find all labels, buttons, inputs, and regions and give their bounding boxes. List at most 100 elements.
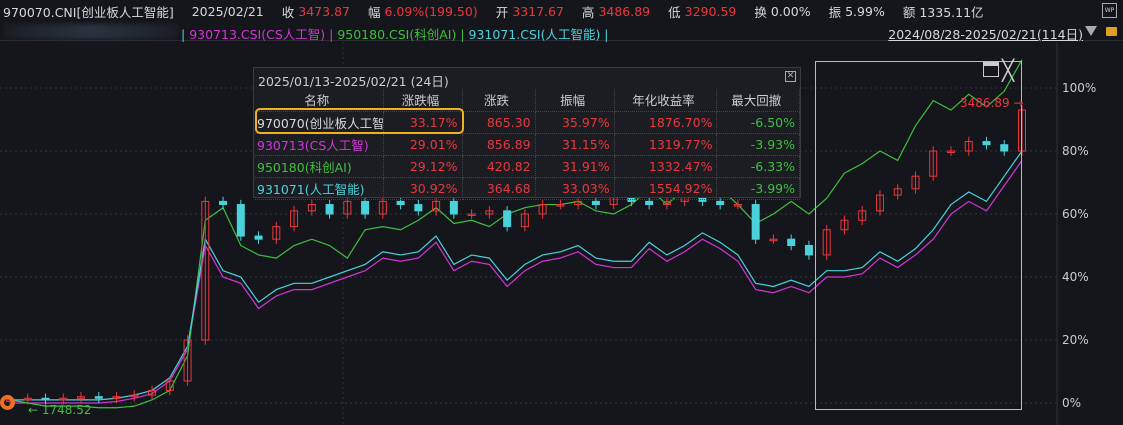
col-name: 名称 — [255, 89, 384, 112]
cell: 865.30 — [462, 111, 536, 134]
candle — [787, 238, 796, 246]
candle — [982, 141, 991, 146]
cell: 31.91% — [535, 155, 615, 178]
candle — [858, 210, 867, 221]
low-value: 3290.59 — [684, 3, 737, 19]
cell: 1876.70% — [614, 111, 718, 134]
candle — [804, 245, 813, 256]
row-name: 950180(科创AI) — [255, 155, 384, 178]
cell: -6.50% — [716, 111, 800, 134]
cell: 1554.92% — [614, 177, 718, 200]
close-popup-icon[interactable]: ✕ — [785, 71, 796, 82]
candle — [23, 397, 32, 401]
candle — [148, 389, 157, 396]
candle — [396, 200, 405, 206]
candle — [520, 213, 529, 228]
candle — [165, 380, 174, 391]
candle — [893, 188, 902, 196]
high-price-label: 3486.89 → — [960, 96, 1024, 110]
candle — [41, 397, 50, 401]
cell: 856.89 — [462, 133, 536, 156]
candle — [236, 204, 245, 237]
high-label: 高 — [581, 4, 595, 20]
legend-bar: | 930713.CSI(CS人工智) | 950180.CSI(科创AI) |… — [0, 22, 1123, 42]
maximize-icon[interactable] — [983, 62, 999, 77]
candle — [59, 397, 68, 401]
turnover-label: 换 — [754, 4, 767, 20]
candle — [361, 200, 370, 215]
candle — [769, 238, 778, 242]
lock-icon[interactable] — [1106, 27, 1117, 36]
col-change-pct: 涨跌幅 — [383, 89, 463, 112]
col-change: 涨跌 — [462, 89, 536, 112]
low-price-label: ← 1748.52 — [28, 403, 92, 417]
candle — [77, 396, 86, 399]
candle — [449, 200, 458, 215]
col-annual-return: 年化收益率 — [614, 89, 718, 112]
cell: -3.93% — [716, 133, 800, 156]
series-line-2 — [10, 150, 1023, 401]
amount-label: 额 — [902, 4, 916, 20]
candle — [574, 200, 583, 206]
table-row[interactable]: 930713(CS人工智) 29.01% 856.89 31.15% 1319.77% -… — [255, 133, 800, 156]
table-row[interactable]: 931071(人工智能) 30.92% 364.68 33.03% 1554.92% -3… — [255, 177, 800, 200]
candle — [378, 200, 387, 215]
close-selection-icon[interactable]: ╳ — [1002, 58, 1015, 82]
price-chart[interactable] — [0, 42, 1123, 425]
dropdown-triangle-icon[interactable] — [1085, 26, 1097, 36]
cell: 420.82 — [462, 155, 536, 178]
cell: 33.17% — [383, 111, 463, 134]
col-max-drawdown: 最大回撤 — [716, 89, 800, 112]
series-line-0 — [10, 160, 1023, 404]
candle — [645, 200, 654, 206]
legend-930713[interactable]: 930713.CSI(CS人工智) — [189, 27, 326, 42]
row-name: 970070(创业板人工智能) — [255, 111, 384, 134]
table-row[interactable]: 950180(科创AI) 29.12% 420.82 31.91% 1332.47% -6… — [255, 155, 800, 178]
series-legend: | 930713.CSI(CS人工智) | 950180.CSI(科创AI) |… — [181, 27, 609, 42]
y-tick: 60% — [1062, 207, 1089, 221]
col-amplitude: 振幅 — [535, 89, 615, 112]
cell: 30.92% — [383, 177, 463, 200]
candle — [254, 235, 263, 240]
candle — [1000, 144, 1009, 152]
cell: 29.01% — [383, 133, 463, 156]
amount-value: 1335.11亿 — [919, 4, 984, 20]
cell: 29.12% — [383, 155, 463, 178]
cell: 33.03% — [535, 177, 615, 200]
open-label: 开 — [495, 4, 509, 20]
turnover-value: 0.00% — [770, 3, 811, 19]
candle — [822, 229, 831, 256]
candle — [290, 210, 299, 228]
legend-931071[interactable]: 931071.CSI(人工智能) — [468, 27, 601, 42]
candle — [94, 396, 103, 399]
wp-icon[interactable]: WP — [1102, 3, 1117, 18]
candle — [503, 210, 512, 228]
candle — [964, 141, 973, 152]
candle — [183, 339, 192, 382]
cell: 35.97% — [535, 111, 615, 134]
cell: 364.68 — [462, 177, 536, 200]
candle — [432, 200, 441, 212]
legend-950180[interactable]: 950180.CSI(科创AI) — [337, 27, 457, 42]
cell: 1319.77% — [614, 133, 718, 156]
start-marker-icon[interactable] — [0, 395, 15, 410]
candle — [343, 200, 352, 215]
candle — [556, 204, 565, 207]
table-row[interactable]: 970070(创业板人工智能)33.17%865.3035.97%1876.70… — [255, 111, 800, 134]
candle — [946, 150, 955, 153]
low-label: 低 — [668, 4, 681, 20]
amplitude-value: 5.99% — [845, 3, 885, 19]
candle — [751, 204, 760, 240]
date-range-selector[interactable]: 2024/08/28-2025/02/21(114日) — [888, 27, 1083, 42]
y-tick: 20% — [1062, 333, 1089, 347]
cell: 31.15% — [535, 133, 615, 156]
candle — [538, 204, 547, 215]
blurred-region — [4, 24, 179, 39]
y-tick: 0% — [1062, 396, 1082, 410]
close-label: 收 — [281, 4, 295, 20]
open-value: 3317.67 — [512, 3, 564, 19]
range-selection-box[interactable] — [815, 61, 1022, 410]
candle — [929, 150, 938, 177]
high-value: 3486.89 — [598, 3, 651, 19]
row-name: 930713(CS人工智) — [255, 133, 384, 156]
